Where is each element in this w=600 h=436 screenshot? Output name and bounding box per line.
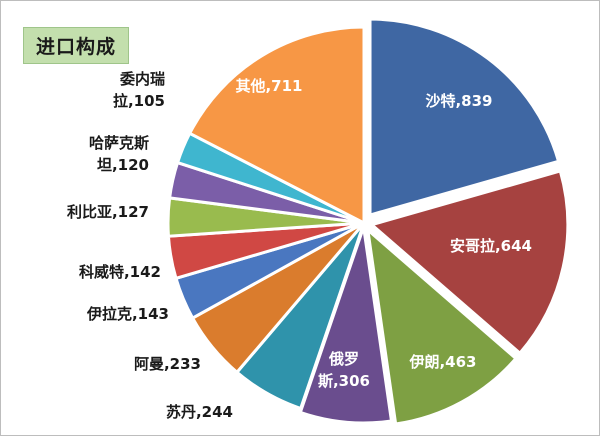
pie-slice-2 [365, 226, 518, 426]
slice-label-5: 阿曼,233 [134, 355, 201, 373]
slice-label-9: 哈萨克斯坦,120 [89, 134, 149, 174]
slice-label-7: 科威特,142 [79, 263, 161, 281]
pie-slice-3 [298, 226, 394, 425]
chart-title: 进口构成 [23, 27, 130, 64]
slice-label-10: 委内瑞拉,105 [113, 70, 165, 110]
slice-label-6: 伊拉克,143 [86, 305, 169, 323]
slice-label-0: 沙特,839 [425, 92, 492, 110]
pie-slice-0 [368, 17, 561, 218]
slice-label-11: 其他,711 [235, 77, 302, 95]
slice-label-8: 利比亚,127 [67, 203, 149, 221]
slice-label-4: 苏丹,244 [166, 403, 233, 421]
slice-label-2: 伊朗,463 [408, 353, 476, 371]
slice-label-3: 俄罗斯,306 [318, 350, 370, 390]
pie-slice-1 [368, 169, 570, 356]
pie-slice-11 [187, 25, 366, 226]
slice-label-1: 安哥拉,644 [450, 237, 532, 255]
